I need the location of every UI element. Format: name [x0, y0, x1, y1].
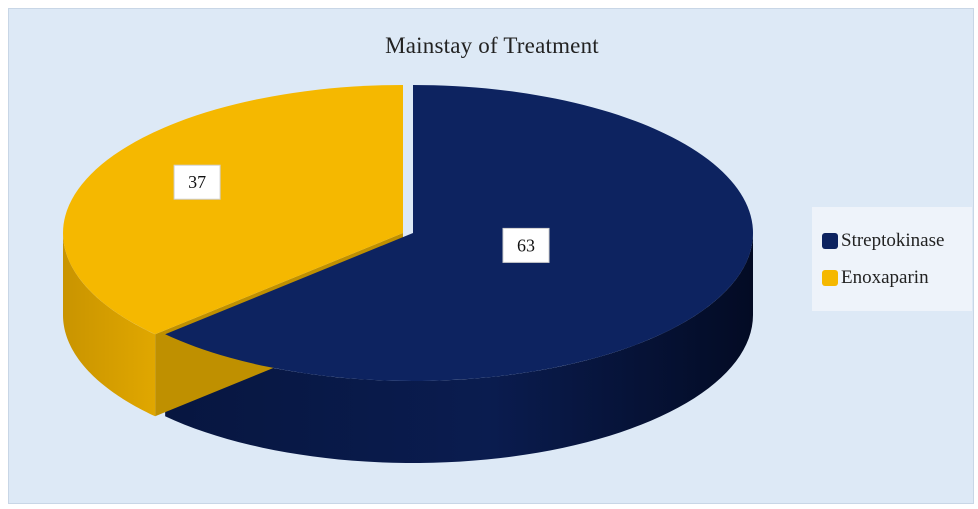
svg-text:63: 63 — [517, 235, 535, 255]
pie-slice-streptokinase — [165, 85, 754, 381]
legend-item-enoxaparin: Enoxaparin — [822, 265, 929, 291]
legend-swatch-streptokinase — [822, 233, 838, 249]
legend: Streptokinase Enoxaparin — [812, 207, 972, 311]
legend-label-streptokinase: Streptokinase — [841, 230, 945, 251]
legend-item-streptokinase: Streptokinase — [822, 228, 944, 254]
legend-swatch-enoxaparin — [822, 270, 838, 286]
pie-chart: 63 37 — [63, 85, 754, 463]
svg-text:37: 37 — [188, 172, 206, 192]
legend-label-enoxaparin: Enoxaparin — [841, 267, 929, 288]
data-label-streptokinase: 63 — [502, 227, 550, 263]
chart-area: Mainstay of Treatment 63 37 Streptokinase… — [8, 8, 974, 504]
pie-slice-enoxaparin — [63, 85, 403, 335]
data-label-enoxaparin: 37 — [173, 164, 221, 200]
slice-side-streptokinase — [165, 233, 753, 463]
chart-title: Mainstay of Treatment — [385, 33, 599, 58]
